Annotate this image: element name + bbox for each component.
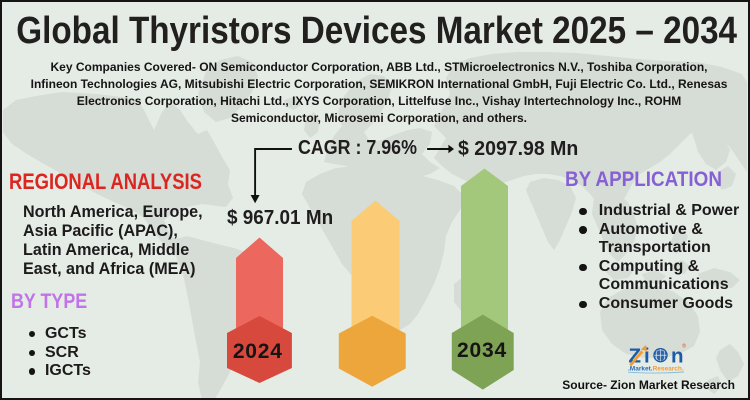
svg-text:®: ® xyxy=(682,343,686,350)
svg-text:n: n xyxy=(671,345,684,368)
svg-text:.Market.Research.: .Market.Research. xyxy=(628,366,684,373)
svg-text:i: i xyxy=(644,345,650,368)
